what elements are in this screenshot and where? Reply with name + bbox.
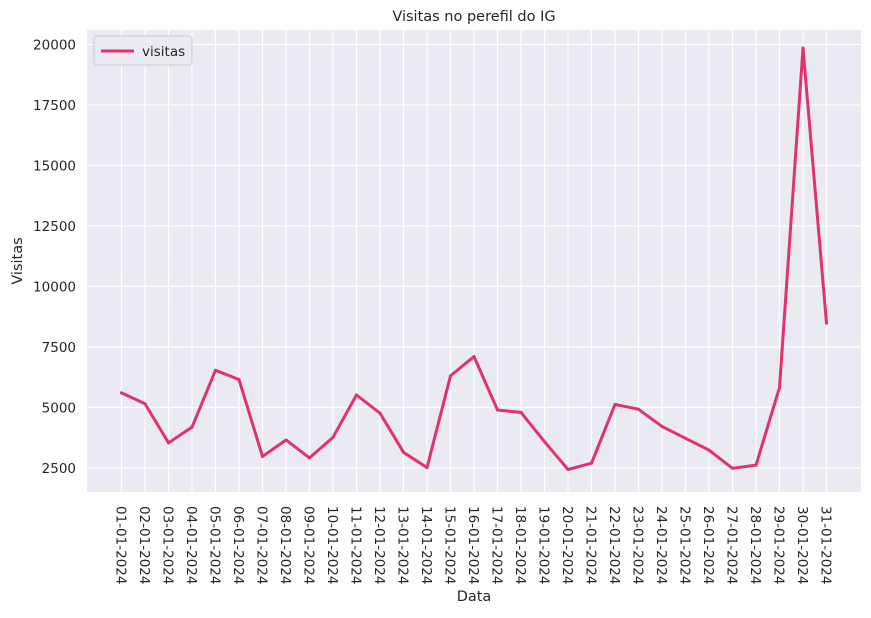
series: [120, 46, 828, 472]
data-point: [237, 378, 241, 382]
data-point: [143, 402, 147, 406]
data-point: [613, 402, 617, 406]
data-point: [472, 355, 476, 359]
x-tick-label: 13-01-2024: [395, 506, 411, 584]
x-tick-label: 25-01-2024: [677, 506, 693, 584]
x-tick-label: 18-01-2024: [512, 506, 528, 584]
chart-title: Visitas no perefil do IG: [392, 9, 555, 25]
data-point: [590, 461, 593, 465]
data-point: [214, 368, 217, 372]
legend-label-visitas: visitas: [142, 44, 185, 60]
data-point: [519, 410, 523, 414]
x-tick-label: 15-01-2024: [442, 506, 458, 584]
x-tick-label: 05-01-2024: [207, 506, 223, 584]
y-tick-label: 7500: [42, 340, 76, 356]
x-tick-label: 02-01-2024: [136, 506, 152, 584]
data-point: [566, 468, 570, 472]
y-axis-label: Visitas: [10, 237, 26, 284]
y-tick-label: 12500: [33, 219, 76, 235]
y-tick-label: 17500: [33, 98, 76, 114]
data-point: [402, 450, 405, 454]
x-tick-label: 21-01-2024: [583, 506, 599, 584]
data-point: [308, 456, 311, 460]
x-tick-label: 07-01-2024: [254, 506, 270, 584]
data-point: [778, 386, 781, 390]
legend: visitas: [93, 35, 193, 66]
data-point: [190, 425, 194, 429]
x-tick-label: 03-01-2024: [160, 506, 176, 584]
data-point: [449, 374, 452, 378]
data-point: [496, 408, 499, 412]
x-tick-label: 31-01-2024: [818, 506, 834, 584]
y-tick-label: 10000: [33, 279, 76, 295]
data-point: [801, 46, 805, 50]
data-point: [637, 407, 640, 411]
data-point: [378, 411, 382, 415]
x-tick-labels: 01-01-2024 02-01-2024 03-01-2024 04-01-2024…: [113, 506, 834, 584]
x-tick-label: 26-01-2024: [700, 506, 716, 584]
data-point: [707, 448, 711, 452]
x-tick-label: 22-01-2024: [606, 506, 622, 584]
data-point: [355, 393, 358, 397]
x-tick-label: 20-01-2024: [559, 506, 575, 584]
x-tick-label: 19-01-2024: [536, 506, 552, 584]
data-point: [684, 436, 687, 440]
x-tick-label: 04-01-2024: [183, 506, 199, 584]
data-point: [754, 463, 758, 467]
data-point: [425, 466, 429, 470]
data-point: [120, 391, 123, 395]
x-tick-label: 09-01-2024: [301, 506, 317, 584]
x-tick-label: 23-01-2024: [630, 506, 646, 584]
data-point: [660, 424, 664, 428]
data-point: [261, 454, 264, 458]
data-point: [331, 435, 335, 439]
x-tick-label: 01-01-2024: [113, 506, 129, 584]
x-tick-label: 14-01-2024: [418, 506, 434, 584]
x-tick-label: 11-01-2024: [348, 506, 364, 584]
x-tick-label: 28-01-2024: [747, 506, 763, 584]
data-point: [284, 438, 288, 442]
data-point: [167, 441, 170, 445]
x-tick-label: 30-01-2024: [794, 506, 810, 584]
y-tick-label: 2500: [42, 461, 76, 477]
x-tick-label: 17-01-2024: [489, 506, 505, 584]
x-tick-label: 29-01-2024: [771, 506, 787, 584]
y-tick-labels: 2500 5000 7500 10000 12500 15000 17500 20000: [33, 38, 76, 477]
data-point: [543, 440, 546, 444]
legend-box: [93, 35, 193, 66]
x-tick-label: 12-01-2024: [371, 506, 387, 584]
x-tick-label: 24-01-2024: [653, 506, 669, 584]
y-tick-label: 15000: [33, 158, 76, 174]
x-tick-label: 06-01-2024: [230, 506, 246, 584]
x-tick-label: 16-01-2024: [465, 506, 481, 584]
x-axis-label: Data: [457, 589, 492, 605]
x-tick-label: 08-01-2024: [277, 506, 293, 584]
y-tick-label: 20000: [33, 38, 76, 54]
x-tick-label: 27-01-2024: [724, 506, 740, 584]
data-point: [825, 321, 828, 325]
data-point: [731, 466, 734, 470]
x-tick-label: 10-01-2024: [324, 506, 340, 584]
y-tick-label: 5000: [42, 400, 76, 416]
